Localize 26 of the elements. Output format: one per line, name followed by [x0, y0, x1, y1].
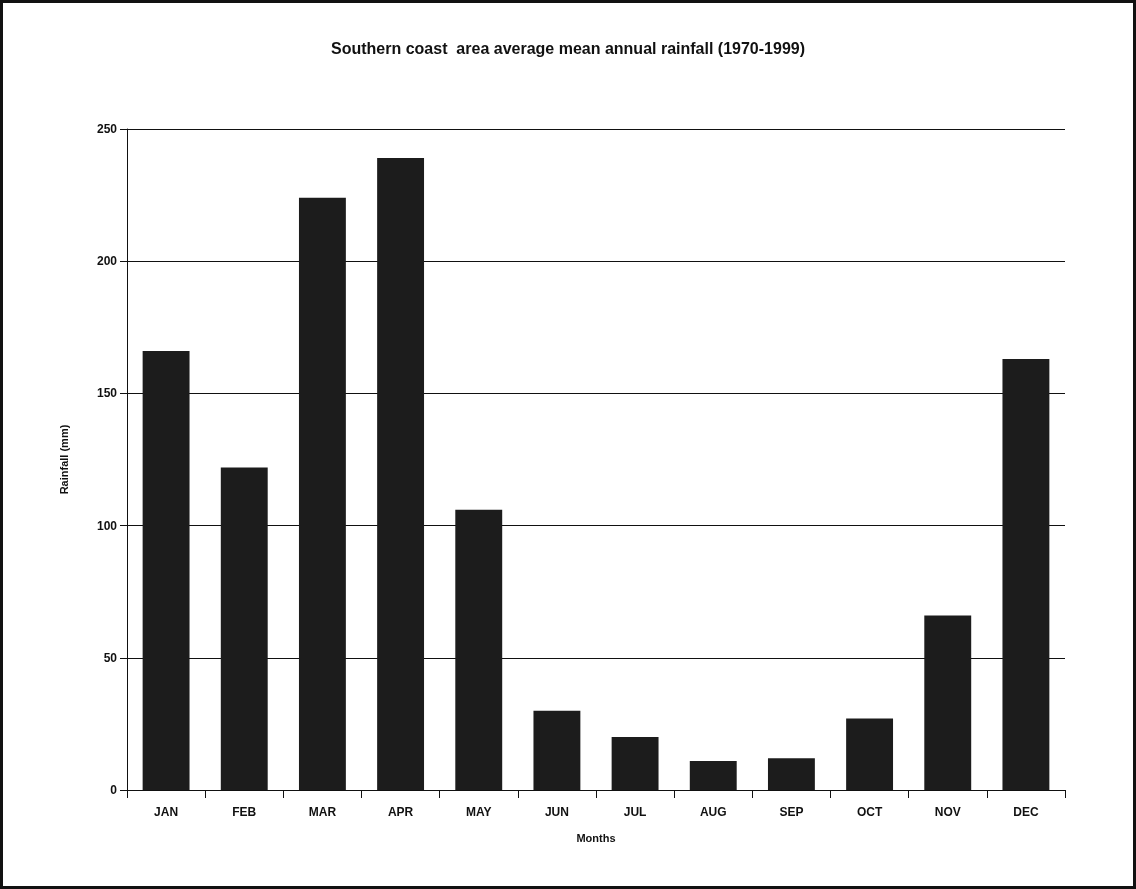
bar — [767, 758, 815, 790]
x-tick-label: DEC — [1013, 805, 1039, 819]
y-tick-label: 150 — [96, 386, 118, 401]
y-tick-label: 250 — [96, 122, 118, 136]
y-axis-title: Rainfall (mm) — [57, 424, 70, 495]
x-tick-label: NOV — [934, 805, 961, 819]
x-tick-label: JUL — [623, 805, 647, 819]
bar — [846, 718, 894, 790]
x-tick-label: FEB — [232, 805, 257, 819]
x-tick-label: APR — [387, 805, 414, 819]
bar — [689, 760, 737, 790]
x-tick-label: MAY — [465, 805, 492, 819]
chart-title: Southern coast area average mean annual rainfall (1970-1999) — [331, 39, 805, 57]
y-tick-label: 50 — [103, 650, 118, 665]
x-tick-label: AUG — [699, 805, 727, 819]
x-tick-label: JAN — [154, 805, 179, 819]
bar — [533, 710, 581, 790]
x-tick-label: JUN — [544, 805, 569, 819]
y-tick-label: 200 — [96, 254, 118, 269]
x-tick-label: OCT — [856, 805, 883, 819]
x-axis-title: Months — [576, 831, 616, 844]
bar — [611, 737, 659, 790]
x-tick-label: MAR — [308, 805, 337, 819]
y-tick-label: 0 — [110, 783, 118, 797]
y-tick-label: 100 — [96, 518, 118, 533]
x-tick-label: SEP — [779, 805, 804, 819]
